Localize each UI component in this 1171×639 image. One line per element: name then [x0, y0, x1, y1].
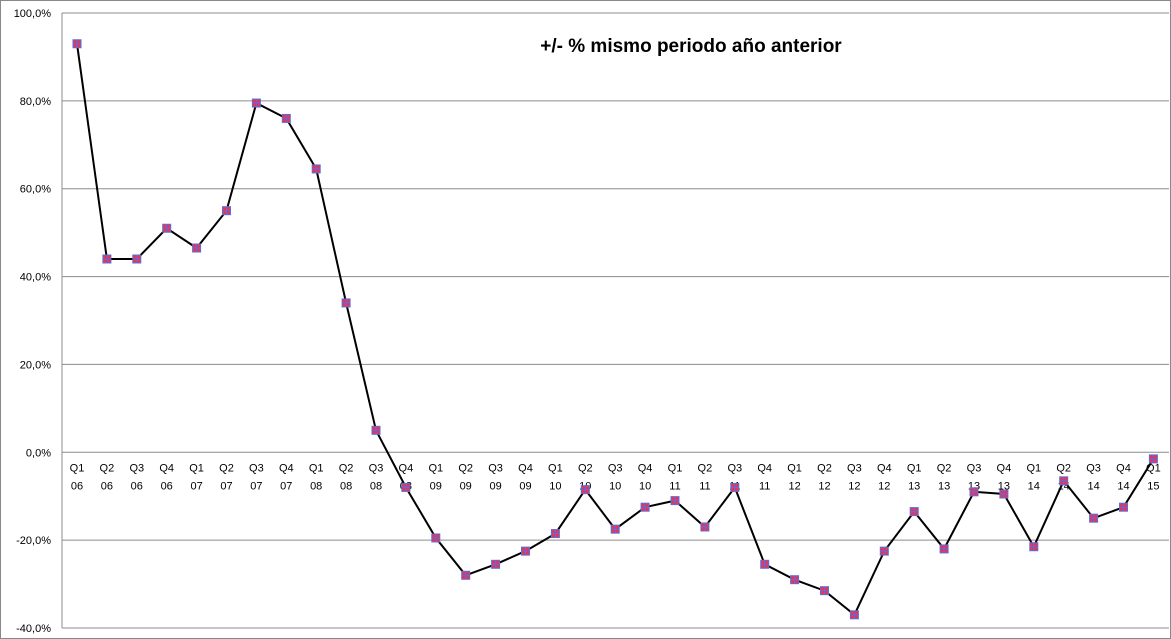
x-tick-label: Q4 14	[1116, 462, 1131, 492]
data-point	[1029, 542, 1039, 552]
data-point	[969, 487, 979, 497]
x-tick-label: Q3 09	[488, 462, 503, 492]
data-point	[371, 425, 381, 435]
data-point	[939, 544, 949, 554]
data-point	[1089, 513, 1099, 523]
y-tick-label: 20,0%	[20, 359, 51, 371]
x-tick-label: Q1 09	[428, 462, 443, 492]
x-tick-label: Q2 09	[458, 462, 473, 492]
y-axis-tick-labels: 100,0% 80,0% 60,0% 40,0% 20,0% 0,0% -20,0% -40,…	[14, 8, 52, 635]
data-point	[700, 522, 710, 532]
data-point	[251, 98, 261, 108]
x-tick-label: Q4 10	[638, 462, 653, 492]
x-tick-label: Q3 06	[129, 462, 144, 492]
y-tick-label: -20,0%	[16, 535, 51, 547]
data-point	[670, 496, 680, 506]
x-tick-label: Q1 13	[907, 462, 922, 492]
x-tick-label: Q1 07	[189, 462, 204, 492]
data-point	[162, 223, 172, 233]
x-tick-label: Q2 12	[817, 462, 832, 492]
data-point	[879, 546, 889, 556]
data-point	[102, 254, 112, 264]
x-tick-label: Q3 07	[249, 462, 264, 492]
chart-title: +/- % mismo periodo año anterior	[540, 36, 842, 57]
x-tick-label: Q3 14	[1086, 462, 1101, 492]
data-point	[401, 482, 411, 492]
y-tick-label: -40,0%	[16, 623, 51, 635]
y-tick-label: 0,0%	[26, 447, 51, 459]
x-tick-label: Q4 11	[757, 462, 772, 492]
data-point	[760, 559, 770, 569]
x-axis-tick-labels: Q1 06 Q2 06 Q3 06 Q4 06 Q1 07 Q2 07 Q3 07 Q4 07 Q1 08 Q2 08…	[70, 462, 1161, 492]
data-point	[640, 502, 650, 512]
data-point	[790, 575, 800, 585]
x-tick-label: Q2 11	[698, 462, 713, 492]
gridlines	[61, 12, 1169, 629]
data-point	[222, 206, 231, 216]
y-tick-label: 60,0%	[20, 184, 51, 196]
x-tick-label: Q1 14	[1026, 462, 1041, 492]
data-point	[132, 254, 142, 264]
data-point	[1119, 502, 1128, 512]
x-tick-label: Q1 10	[548, 462, 563, 492]
data-point	[820, 586, 829, 596]
x-tick-label: Q2 06	[100, 462, 115, 492]
x-tick-label: Q1 08	[309, 462, 324, 492]
data-point	[1059, 476, 1069, 486]
data-point	[730, 482, 740, 492]
data-point	[999, 489, 1009, 499]
data-point	[550, 529, 560, 539]
x-tick-label: Q3 08	[369, 462, 384, 492]
x-tick-label: Q2 13	[937, 462, 952, 492]
series-markers	[72, 39, 1158, 620]
x-tick-label: Q1 06	[70, 462, 85, 492]
y-tick-label: 80,0%	[20, 96, 51, 108]
data-point	[192, 243, 202, 253]
x-tick-label: Q4 07	[279, 462, 294, 492]
x-tick-label: Q1 12	[787, 462, 802, 492]
x-tick-label: Q2 08	[339, 462, 354, 492]
x-tick-label: Q4 12	[877, 462, 892, 492]
data-point	[311, 164, 321, 174]
data-point	[461, 570, 471, 580]
y-tick-label: 100,0%	[14, 8, 52, 20]
data-point	[491, 559, 501, 569]
data-point	[521, 546, 530, 556]
x-tick-label: Q4 06	[159, 462, 174, 492]
x-tick-label: Q3 10	[608, 462, 623, 492]
x-tick-label: Q4 09	[518, 462, 533, 492]
data-point	[610, 524, 620, 534]
x-tick-label: Q1 11	[668, 462, 683, 492]
data-point	[849, 610, 859, 620]
data-point	[431, 533, 441, 543]
data-point	[909, 507, 919, 517]
x-tick-label: Q2 07	[219, 462, 234, 492]
data-point	[580, 485, 590, 495]
y-tick-label: 40,0%	[20, 272, 51, 284]
data-point	[72, 39, 82, 49]
data-point	[281, 113, 291, 123]
data-point	[341, 298, 351, 308]
x-tick-label: Q3 12	[847, 462, 862, 492]
data-point	[1148, 454, 1158, 464]
x-tick-label: Q4 13	[997, 462, 1012, 492]
